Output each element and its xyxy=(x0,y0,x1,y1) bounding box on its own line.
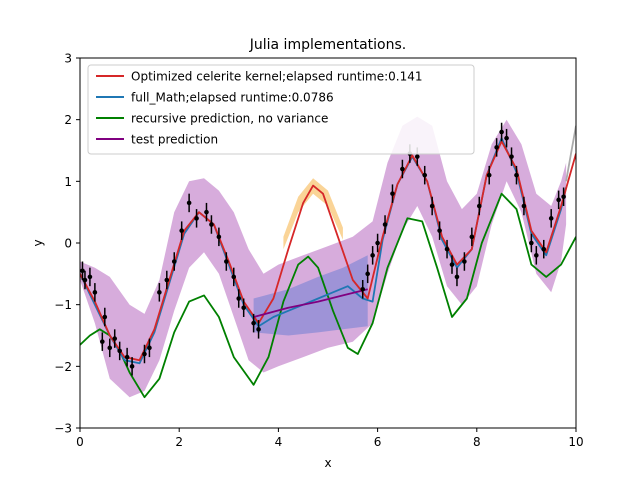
observation-point xyxy=(529,240,534,246)
legend-label: recursive prediction, no variance xyxy=(131,112,328,126)
observation-point xyxy=(499,129,504,135)
y-tick-label: 0 xyxy=(64,237,72,251)
observation-point xyxy=(486,172,492,178)
observation-point xyxy=(209,222,214,227)
observation-point xyxy=(382,222,388,227)
observation-point xyxy=(360,286,366,292)
series-line-2 xyxy=(80,192,576,399)
observation-point xyxy=(437,228,442,233)
observation-point xyxy=(509,154,514,159)
observation-point xyxy=(449,262,455,267)
observation-point xyxy=(514,172,519,178)
observation-point xyxy=(375,240,380,246)
observation-point xyxy=(216,234,222,240)
legend-label: Optimized celerite kernel;elapsed runtim… xyxy=(131,70,423,84)
observation-point xyxy=(251,320,256,326)
observation-point xyxy=(157,290,162,295)
observation-points xyxy=(80,122,566,376)
observation-point xyxy=(534,253,539,258)
observation-point xyxy=(422,172,428,178)
observation-point xyxy=(241,305,246,311)
observation-point xyxy=(236,296,242,301)
observation-point xyxy=(142,351,147,357)
variance-band-1 xyxy=(253,255,368,336)
x-tick-label: 8 xyxy=(473,435,481,449)
observation-point xyxy=(370,253,375,258)
observation-point xyxy=(231,274,237,280)
x-axis-ticks: 0 2 4 6 8 10 xyxy=(76,428,584,449)
observation-point xyxy=(561,194,566,200)
y-tick-label: 3 xyxy=(64,52,72,66)
series-lines xyxy=(80,125,576,399)
x-tick-label: 2 xyxy=(175,435,183,449)
observation-point xyxy=(462,259,467,264)
observation-point xyxy=(541,246,547,252)
observation-point xyxy=(469,234,475,240)
observation-point xyxy=(548,216,554,221)
x-tick-label: 10 xyxy=(568,435,583,449)
observation-point xyxy=(179,228,184,233)
observation-point xyxy=(102,314,108,320)
y-axis-ticks: −3 −2 −1 0 1 2 3 xyxy=(54,52,80,436)
observation-point xyxy=(224,259,229,264)
observation-point xyxy=(390,191,395,196)
legend-label: full_Math;elapsed runtime:0.0786 xyxy=(131,91,334,105)
observation-point xyxy=(112,336,118,341)
series-line-0 xyxy=(80,140,576,362)
y-axis-label: y xyxy=(31,239,45,246)
series-line-3 xyxy=(253,288,368,318)
legend-label: test prediction xyxy=(131,133,218,147)
variance-band-2 xyxy=(283,178,343,250)
observation-point xyxy=(556,197,561,203)
observation-point xyxy=(494,145,499,150)
observation-point xyxy=(171,259,177,264)
observation-point xyxy=(117,348,122,354)
legend: Optimized celerite kernel;elapsed runtim… xyxy=(87,64,475,155)
observation-point xyxy=(204,209,209,215)
y-tick-label: 2 xyxy=(64,113,72,127)
observation-point xyxy=(164,277,170,283)
observation-point xyxy=(256,327,261,332)
x-tick-label: 4 xyxy=(275,435,283,449)
observation-point xyxy=(521,203,527,209)
observation-point xyxy=(444,246,450,252)
y-tick-label: 1 xyxy=(64,175,72,189)
observation-point xyxy=(80,268,85,274)
x-axis-label: x xyxy=(324,456,331,470)
variance-bands xyxy=(80,116,567,398)
observation-point xyxy=(429,203,435,209)
y-tick-label: −1 xyxy=(54,298,72,312)
observation-point xyxy=(504,135,509,141)
variance-band-0 xyxy=(80,116,567,398)
observation-point xyxy=(82,277,88,283)
observation-point xyxy=(100,339,105,344)
legend-frame xyxy=(87,64,475,155)
chart-title: Julia implementations. xyxy=(249,37,406,53)
observation-point xyxy=(476,203,482,209)
observation-point xyxy=(400,166,405,172)
observation-point xyxy=(129,364,135,369)
observation-point xyxy=(87,274,93,280)
observation-point xyxy=(107,345,113,351)
observation-point xyxy=(147,345,152,351)
grey-extension-line xyxy=(565,125,576,182)
x-tick-label: 0 xyxy=(76,435,84,449)
observation-point xyxy=(414,154,420,159)
observation-point xyxy=(365,271,370,277)
observation-point xyxy=(186,200,192,206)
observation-point xyxy=(454,274,460,280)
observation-point xyxy=(124,354,130,360)
observation-point xyxy=(194,216,199,221)
y-tick-label: −3 xyxy=(54,422,72,436)
y-tick-label: −2 xyxy=(54,360,72,374)
observation-point xyxy=(92,290,98,295)
x-tick-label: 6 xyxy=(374,435,382,449)
